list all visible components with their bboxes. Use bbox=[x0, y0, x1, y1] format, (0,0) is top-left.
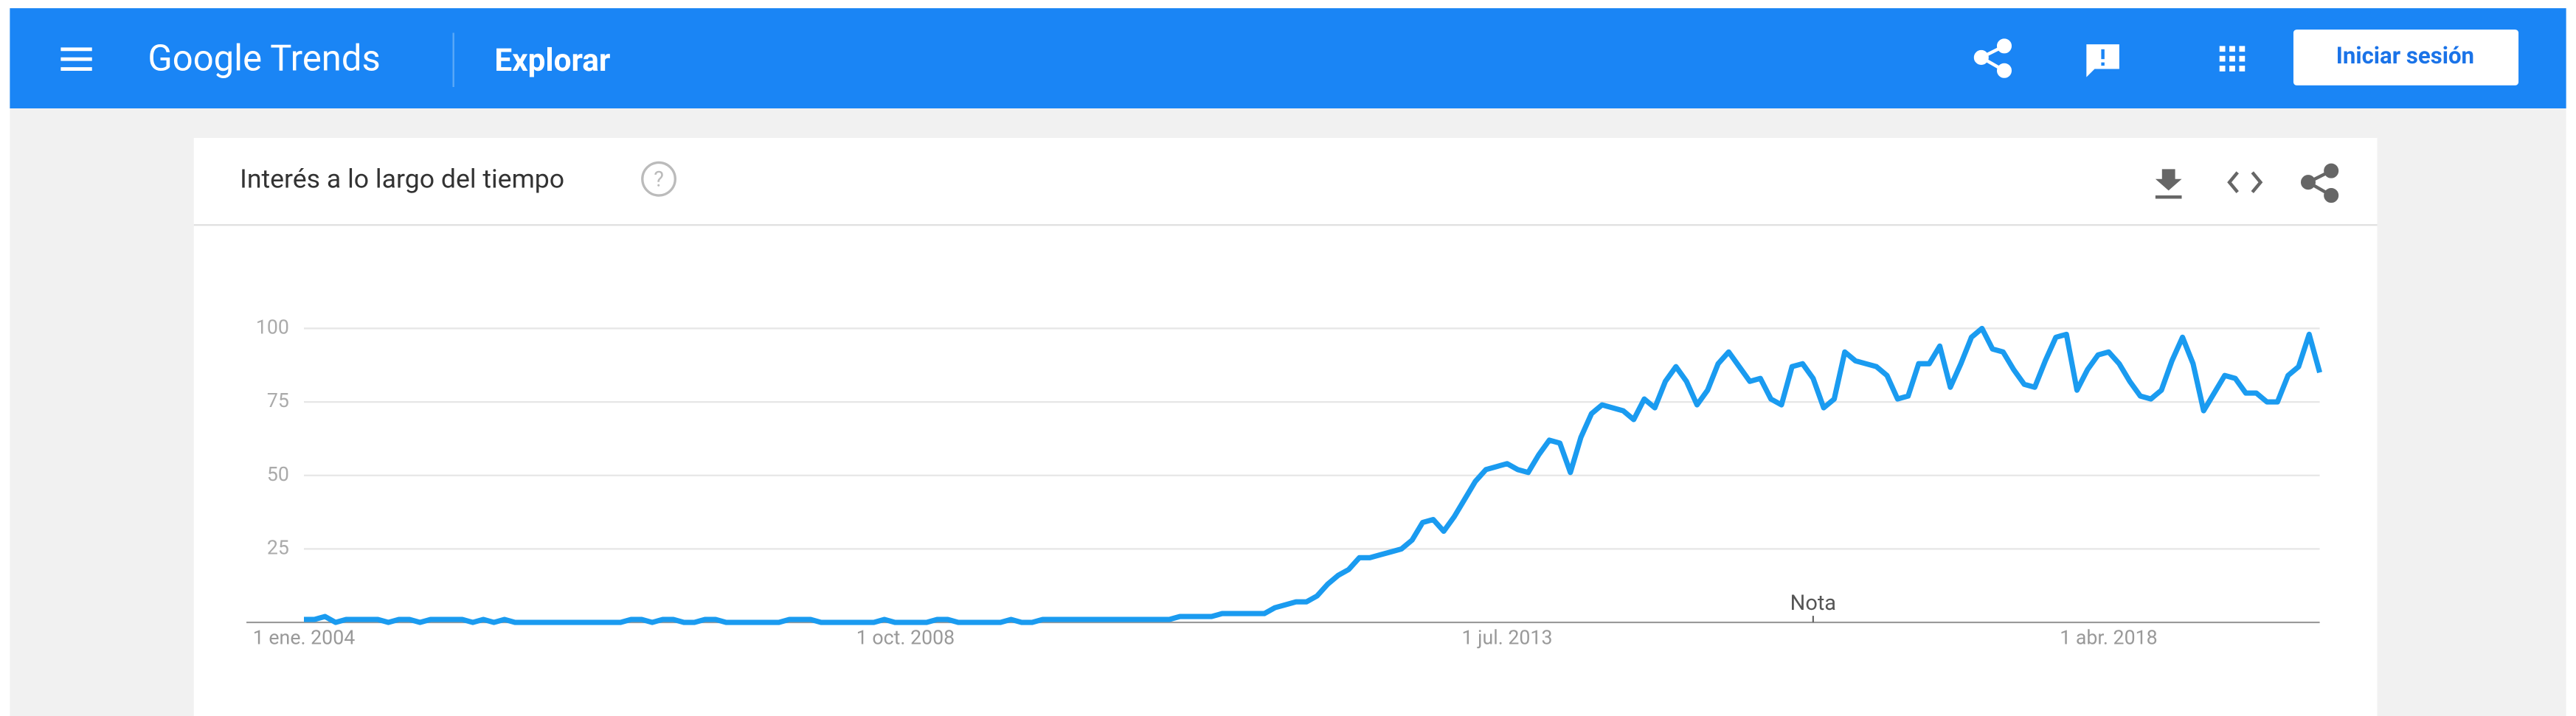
apps-icon[interactable] bbox=[2219, 46, 2246, 72]
frame bbox=[0, 0, 2576, 9]
x-tick-label: 1 jul. 2013 bbox=[1461, 625, 1552, 649]
logo[interactable]: Google Trends bbox=[148, 37, 380, 79]
card-title: Interés a lo largo del tiempo bbox=[240, 163, 564, 194]
card bbox=[193, 138, 2378, 716]
sign-in-button[interactable] bbox=[2293, 29, 2519, 86]
card-share-icon[interactable] bbox=[2300, 163, 2339, 204]
x-tick-label: 1 abr. 2018 bbox=[2060, 625, 2157, 649]
download-icon[interactable] bbox=[2155, 169, 2182, 199]
section-title: Explorar bbox=[494, 43, 610, 79]
embed-icon[interactable] bbox=[2227, 171, 2263, 193]
sign-in-label[interactable]: Iniciar sesión bbox=[2336, 42, 2474, 69]
y-tick-label: 50 bbox=[267, 462, 289, 486]
x-tick-label: 1 ene. 2004 bbox=[253, 625, 355, 649]
y-tick-label: 75 bbox=[267, 389, 289, 412]
header-bar bbox=[10, 8, 2566, 108]
y-tick-label: 100 bbox=[256, 315, 289, 338]
trend-line bbox=[304, 325, 2323, 625]
plot: 25 50 75 100 1 ene. 2004 1 oct. 2008 1 jul. 20… bbox=[246, 315, 2323, 649]
annotation: Nota bbox=[1790, 591, 1836, 616]
frame bbox=[2566, 0, 2576, 716]
x-tick-label: 1 oct. 2008 bbox=[856, 625, 955, 649]
feedback-icon[interactable] bbox=[2086, 44, 2119, 77]
menu-icon[interactable] bbox=[60, 47, 92, 71]
share-icon[interactable] bbox=[1973, 38, 2012, 78]
help-icon[interactable]: ? bbox=[641, 161, 676, 197]
svg-text:?: ? bbox=[654, 167, 664, 192]
frame bbox=[0, 0, 10, 716]
y-tick-label: 25 bbox=[267, 535, 289, 559]
